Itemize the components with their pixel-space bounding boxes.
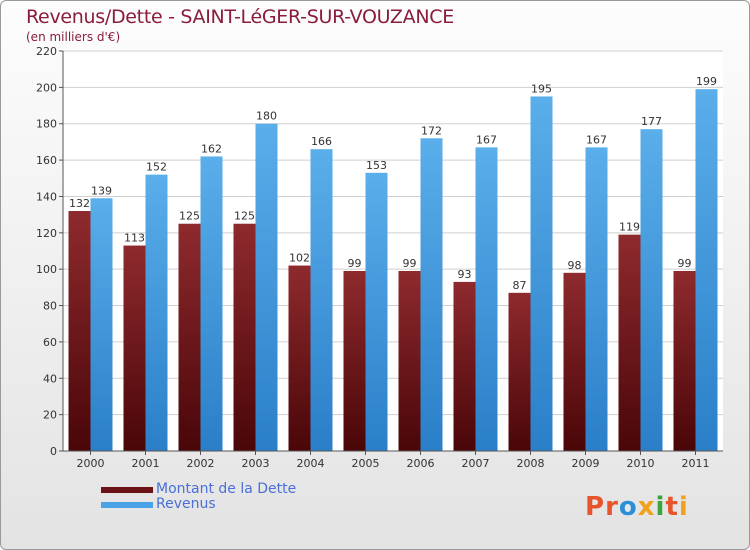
data-label-dette: 87 (513, 279, 527, 292)
chart-title: Revenus/Dette - SAINT-LéGER-SUR-VOUZANCE (26, 6, 454, 28)
proxiti-logo: Proxiti (585, 492, 689, 522)
x-tick-label: 2004 (297, 457, 325, 470)
logo-letter: x (638, 492, 656, 522)
bar-revenus (585, 147, 608, 451)
legend-label-dette: Montant de la Dette (156, 481, 297, 497)
y-tick-label: 160 (36, 154, 57, 167)
data-label-revenus: 152 (146, 161, 167, 174)
data-label-revenus: 180 (256, 110, 277, 123)
data-label-revenus: 199 (696, 75, 717, 88)
data-label-dette: 113 (124, 232, 145, 245)
data-label-dette: 93 (458, 268, 472, 281)
data-label-revenus: 153 (366, 159, 387, 172)
data-label-dette: 99 (678, 257, 692, 270)
data-label-dette: 119 (619, 221, 640, 234)
data-label-revenus: 166 (311, 135, 332, 148)
logo-letter: o (619, 492, 638, 522)
data-label-revenus: 139 (91, 184, 112, 197)
y-tick-label: 20 (43, 409, 57, 422)
y-tick-label: 60 (43, 336, 57, 349)
y-tick-label: 120 (36, 227, 57, 240)
data-label-dette: 132 (69, 197, 90, 210)
x-tick-label: 2001 (132, 457, 160, 470)
bar-revenus (475, 147, 498, 451)
legend-label-revenus: Revenus (156, 496, 216, 512)
bar-revenus (90, 198, 113, 451)
y-tick-label: 220 (36, 45, 57, 58)
x-tick-label: 2010 (627, 457, 655, 470)
data-label-dette: 99 (403, 257, 417, 270)
x-tick-label: 2008 (517, 457, 545, 470)
logo-letter: P (585, 492, 605, 522)
bar-revenus (530, 96, 553, 452)
y-tick-label: 0 (50, 445, 57, 458)
bar-dette (563, 272, 586, 451)
bar-dette (288, 265, 311, 451)
bar-dette (123, 245, 146, 451)
svg-text:Proxiti: Proxiti (585, 492, 689, 522)
logo-letter: r (605, 492, 619, 522)
bar-dette (343, 271, 366, 451)
x-tick-label: 2011 (682, 457, 710, 470)
legend-swatch-revenus (101, 502, 153, 508)
bar-dette (453, 281, 476, 451)
x-tick-label: 2000 (77, 457, 105, 470)
bar-revenus (695, 89, 718, 451)
x-tick-label: 2005 (352, 457, 380, 470)
data-label-dette: 125 (234, 210, 255, 223)
bar-dette (178, 223, 201, 451)
bar-revenus (640, 129, 663, 451)
bar-revenus (145, 174, 168, 452)
bar-dette (618, 234, 641, 451)
y-tick-label: 140 (36, 190, 57, 203)
y-tick-label: 200 (36, 81, 57, 94)
bar-revenus (420, 138, 443, 452)
data-label-revenus: 195 (531, 82, 552, 95)
x-tick-label: 2006 (407, 457, 435, 470)
chart-subtitle: (en milliers d'€) (26, 30, 121, 44)
x-tick-label: 2009 (572, 457, 600, 470)
bar-revenus (255, 123, 278, 452)
x-tick-label: 2007 (462, 457, 490, 470)
data-label-dette: 99 (348, 257, 362, 270)
bar-dette (233, 223, 256, 451)
y-tick-label: 100 (36, 263, 57, 276)
y-tick-label: 180 (36, 118, 57, 131)
bar-revenus (365, 172, 388, 451)
bar-revenus (200, 156, 223, 452)
logo-letter: i (656, 492, 666, 522)
y-tick-label: 80 (43, 300, 57, 313)
data-label-revenus: 167 (476, 133, 497, 146)
data-label-dette: 98 (568, 259, 582, 272)
x-tick-label: 2002 (187, 457, 215, 470)
plot-area (63, 51, 723, 451)
bar-dette (398, 271, 421, 451)
bar-dette (508, 292, 531, 451)
data-label-revenus: 162 (201, 142, 222, 155)
legend-swatch-dette (101, 487, 153, 493)
data-label-revenus: 172 (421, 124, 442, 137)
y-tick-label: 40 (43, 372, 57, 385)
data-label-dette: 125 (179, 210, 200, 223)
bar-dette (68, 211, 91, 451)
x-tick-label: 2003 (242, 457, 270, 470)
bar-revenus (310, 149, 333, 451)
data-label-dette: 102 (289, 252, 310, 265)
data-label-revenus: 177 (641, 115, 662, 128)
logo-letter: i (679, 492, 689, 522)
logo-letter: t (665, 492, 678, 522)
bar-dette (673, 271, 696, 451)
data-label-revenus: 167 (586, 133, 607, 146)
